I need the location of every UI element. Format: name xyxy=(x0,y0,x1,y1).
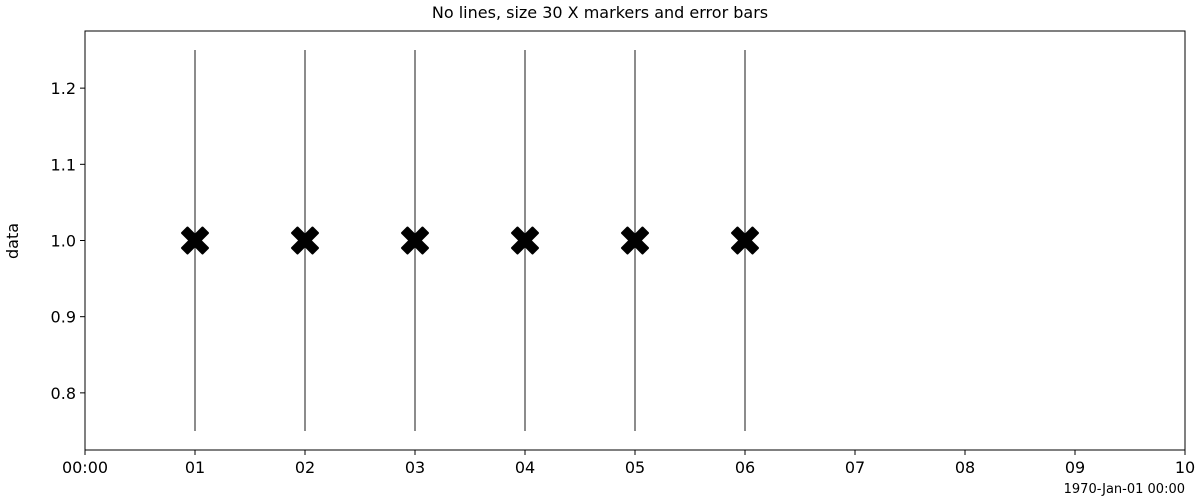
x-tick-label: 03 xyxy=(405,458,425,477)
x-axis-offset-label: 1970-Jan-01 00:00 xyxy=(1064,482,1185,497)
markers xyxy=(181,226,759,255)
x-tick-label: 01 xyxy=(185,458,205,477)
y-tick-label: 1.1 xyxy=(51,155,76,174)
y-tick-label: 0.8 xyxy=(51,384,76,403)
x-tick-label: 04 xyxy=(515,458,535,477)
chart-title: No lines, size 30 X markers and error ba… xyxy=(432,3,768,22)
x-marker xyxy=(291,226,319,255)
x-tick-label: 00:00 xyxy=(62,458,108,477)
x-tick-label: 08 xyxy=(955,458,975,477)
y-axis-label: data xyxy=(3,223,22,259)
x-marker xyxy=(181,226,209,255)
y-axis: 0.8 0.9 1.0 1.1 1.2 xyxy=(51,79,85,403)
x-marker xyxy=(511,226,539,255)
x-tick-label: 09 xyxy=(1065,458,1085,477)
x-marker xyxy=(731,226,759,255)
x-tick-label: 05 xyxy=(625,458,645,477)
x-marker xyxy=(621,226,649,255)
x-marker xyxy=(401,226,429,255)
x-axis: 00:00 01 02 03 04 05 06 07 08 09 10 xyxy=(62,450,1195,477)
y-tick-label: 1.0 xyxy=(51,232,76,251)
y-tick-label: 0.9 xyxy=(51,308,76,327)
x-tick-label: 02 xyxy=(295,458,315,477)
x-tick-label: 07 xyxy=(845,458,865,477)
y-tick-label: 1.2 xyxy=(51,79,76,98)
x-tick-label: 10 xyxy=(1175,458,1195,477)
x-tick-label: 06 xyxy=(735,458,755,477)
error-bars xyxy=(194,50,746,431)
